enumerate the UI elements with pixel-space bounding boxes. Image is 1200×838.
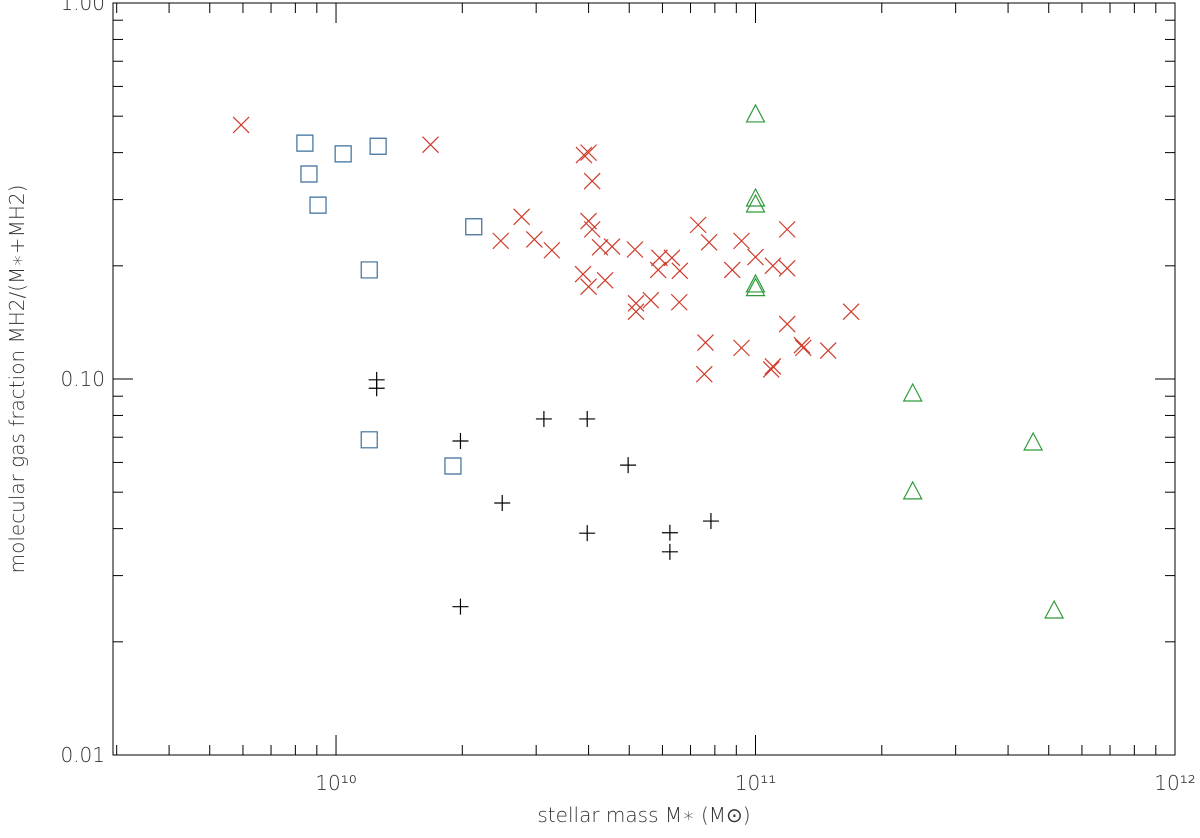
y-tick-label: 1.00	[60, 0, 105, 15]
data-point	[642, 291, 660, 309]
x-tick-label: 10¹⁰	[315, 771, 356, 795]
data-point	[764, 257, 782, 275]
data-point	[579, 525, 596, 542]
data-point	[232, 116, 250, 134]
data-point	[309, 196, 327, 214]
data-point	[300, 165, 318, 183]
data-point	[444, 457, 462, 475]
data-point	[525, 231, 543, 248]
data-point	[452, 598, 469, 615]
data-point	[334, 145, 352, 163]
data-point	[842, 303, 860, 321]
data-point	[492, 232, 510, 250]
data-point	[626, 241, 644, 258]
y-tick-label: 0.01	[60, 743, 105, 767]
data-point	[583, 220, 601, 238]
plot-frame	[112, 2, 1176, 756]
data-point	[603, 238, 621, 256]
data-point	[535, 410, 552, 427]
data-point	[778, 259, 796, 277]
data-point	[902, 382, 923, 402]
y-tick-label: 0.10	[60, 367, 105, 391]
data-point	[670, 293, 688, 311]
y-axis-label: molecular gas fraction MH2/(M∗+MH2)	[5, 185, 29, 574]
x-tick-label: 10¹²	[1154, 771, 1195, 795]
data-point	[661, 524, 678, 541]
data-point	[745, 103, 766, 123]
data-point	[697, 334, 714, 351]
data-point	[661, 543, 678, 560]
data-point	[745, 193, 766, 213]
data-point	[745, 273, 766, 293]
data-point	[422, 136, 439, 154]
data-point	[452, 433, 469, 450]
data-point	[700, 233, 718, 251]
data-point	[579, 410, 596, 427]
data-point	[627, 303, 645, 321]
data-point	[778, 315, 796, 333]
data-point	[369, 137, 387, 155]
data-point	[580, 278, 598, 296]
data-point	[360, 431, 378, 449]
data-point	[764, 358, 782, 375]
data-point	[778, 220, 796, 238]
data-point	[368, 380, 385, 397]
data-point	[794, 339, 812, 357]
data-point	[583, 172, 601, 190]
data-point	[296, 134, 314, 152]
data-point	[596, 271, 614, 289]
data-point	[494, 494, 511, 511]
data-point	[745, 277, 766, 297]
data-point	[663, 249, 681, 267]
data-point	[1023, 431, 1044, 451]
data-point	[695, 365, 713, 383]
x-axis-label: stellar mass M∗ (M⊙)	[537, 803, 750, 827]
data-point	[627, 294, 645, 312]
data-point	[1044, 599, 1065, 619]
data-point	[671, 262, 689, 280]
data-point	[580, 212, 598, 230]
data-point	[793, 336, 811, 354]
data-point	[747, 248, 764, 266]
data-point	[513, 208, 531, 226]
data-point	[745, 187, 766, 207]
data-point	[762, 361, 780, 378]
data-point	[649, 261, 667, 279]
data-point	[360, 261, 378, 279]
data-point	[574, 265, 592, 283]
data-point	[702, 513, 719, 530]
data-point	[733, 339, 750, 357]
data-point	[902, 480, 923, 500]
data-point	[580, 144, 598, 162]
data-point	[689, 216, 707, 234]
data-point	[543, 241, 561, 259]
data-point	[465, 218, 483, 236]
data-point	[620, 457, 637, 474]
data-point	[819, 342, 837, 360]
data-point	[723, 261, 741, 279]
data-point	[733, 232, 750, 250]
x-tick-label: 10¹¹	[735, 771, 776, 795]
data-point	[575, 146, 593, 164]
